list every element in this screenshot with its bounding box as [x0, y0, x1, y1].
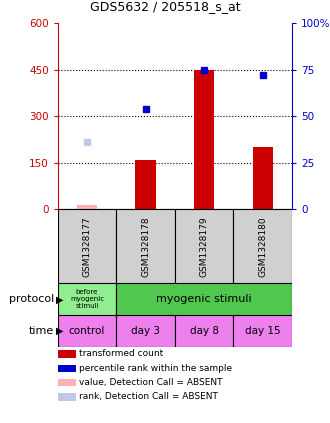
Text: percentile rank within the sample: percentile rank within the sample	[79, 364, 232, 373]
Bar	[194, 70, 214, 209]
Bar	[175, 315, 234, 347]
Bar	[116, 209, 175, 283]
Text: GSM1328179: GSM1328179	[200, 216, 209, 277]
Bar	[58, 393, 76, 401]
Bar	[58, 283, 116, 315]
Text: day 15: day 15	[245, 326, 280, 336]
Text: value, Detection Call = ABSENT: value, Detection Call = ABSENT	[79, 378, 222, 387]
Text: day 8: day 8	[190, 326, 219, 336]
Bar	[116, 283, 292, 315]
Bar	[58, 315, 116, 347]
Text: ▶: ▶	[56, 294, 64, 304]
Text: rank, Detection Call = ABSENT: rank, Detection Call = ABSENT	[79, 392, 218, 401]
Bar	[234, 315, 292, 347]
Text: GDS5632 / 205518_s_at: GDS5632 / 205518_s_at	[90, 0, 240, 13]
Text: ▶: ▶	[56, 326, 64, 336]
Text: before
myogenic
stimuli: before myogenic stimuli	[70, 289, 104, 309]
Text: control: control	[69, 326, 105, 336]
Text: time: time	[29, 326, 54, 336]
Text: day 3: day 3	[131, 326, 160, 336]
Bar	[252, 147, 273, 209]
Bar	[58, 209, 116, 283]
Text: myogenic stimuli: myogenic stimuli	[156, 294, 252, 304]
Bar	[116, 315, 175, 347]
Text: GSM1328178: GSM1328178	[141, 216, 150, 277]
Text: GSM1328180: GSM1328180	[258, 216, 267, 277]
Bar	[58, 365, 76, 372]
Text: transformed count: transformed count	[79, 349, 163, 359]
Bar	[175, 209, 234, 283]
Bar	[58, 379, 76, 386]
Bar	[135, 160, 156, 209]
Bar	[77, 205, 97, 209]
Text: GSM1328177: GSM1328177	[82, 216, 91, 277]
Text: protocol: protocol	[9, 294, 54, 304]
Bar	[234, 209, 292, 283]
Bar	[58, 350, 76, 358]
